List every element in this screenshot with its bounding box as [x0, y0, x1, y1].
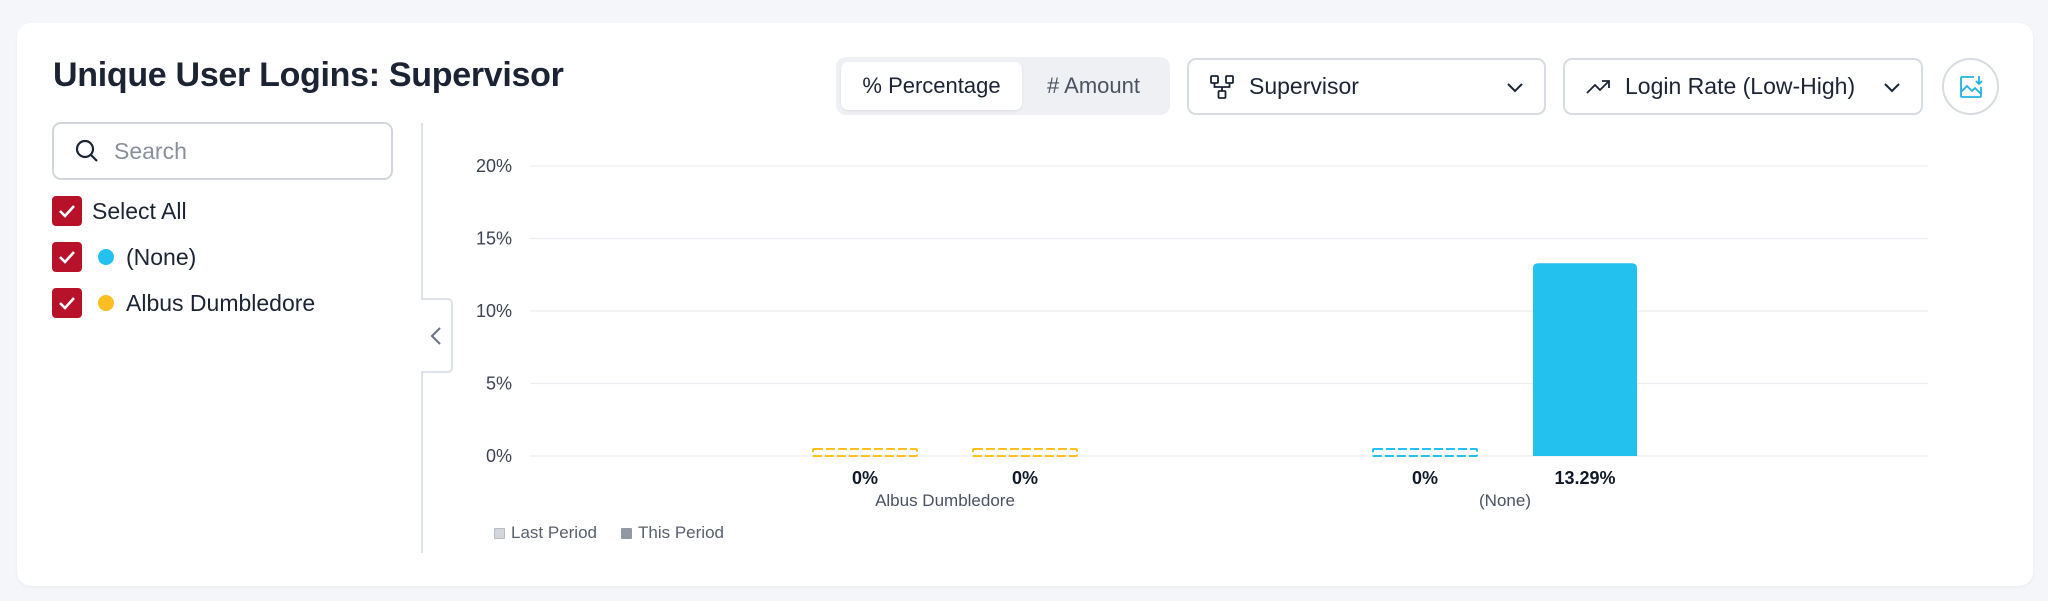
bar-last-period: [812, 448, 918, 457]
check-icon: [59, 205, 75, 218]
y-tick-label: 5%: [486, 374, 512, 394]
data-label: 0%: [1412, 468, 1438, 488]
filter-label: Albus Dumbledore: [126, 289, 316, 316]
x-category-label: (None): [1479, 491, 1531, 510]
sort-dropdown[interactable]: Login Rate (Low-High): [1563, 58, 1923, 115]
trend-up-icon: [1586, 79, 1610, 94]
data-label: 13.29%: [1554, 468, 1615, 488]
amount-toggle-button[interactable]: # Amount: [1047, 73, 1140, 98]
check-icon: [59, 297, 75, 310]
legend-this-period[interactable]: This Period: [621, 523, 724, 543]
group-by-value: Supervisor: [1249, 73, 1359, 99]
filter-label: (None): [126, 243, 197, 270]
page-title: Unique User Logins: Supervisor: [53, 56, 564, 94]
checkbox-albus-dumbledore[interactable]: [52, 288, 82, 318]
percentage-toggle-button[interactable]: % Percentage: [841, 62, 1022, 110]
bar-chart: 0% 5% 10% 15% 20% 0% 0% Albus Dumbledore 0% 13.29…: [476, 156, 1928, 510]
sort-value: Login Rate (Low-High): [1625, 73, 1856, 99]
series-color-dot: [98, 249, 114, 265]
x-category-label: Albus Dumbledore: [875, 491, 1015, 510]
bar-this-period: [972, 448, 1078, 457]
chart-card: [17, 23, 2033, 586]
export-image-button[interactable]: [1942, 58, 1999, 115]
bar-this-period: [1533, 263, 1637, 456]
chevron-down-icon: [1884, 82, 1900, 92]
display-mode-toggle: % Percentage # Amount: [836, 57, 1170, 115]
legend-last-period[interactable]: Last Period: [494, 523, 597, 543]
y-tick-label: 10%: [476, 301, 512, 321]
data-label: 0%: [852, 468, 878, 488]
chevron-down-icon: [1507, 82, 1523, 92]
check-icon: [59, 251, 75, 264]
checkbox-select-all[interactable]: [52, 196, 82, 226]
collapse-panel-button[interactable]: [421, 298, 453, 373]
chevron-left-icon: [430, 326, 441, 345]
legend-label: This Period: [638, 523, 724, 542]
search-input[interactable]: [114, 137, 364, 165]
filter-none[interactable]: (None): [52, 242, 196, 272]
bar-last-period: [1372, 448, 1478, 457]
search-field[interactable]: [52, 122, 393, 180]
hierarchy-icon: [1210, 74, 1234, 99]
filter-albus-dumbledore[interactable]: Albus Dumbledore: [52, 288, 315, 318]
legend-swatch-this-period: [621, 527, 632, 539]
y-tick-label: 20%: [476, 156, 512, 176]
image-download-icon: [1959, 75, 1983, 98]
filter-select-all[interactable]: Select All: [52, 196, 187, 226]
group-by-dropdown[interactable]: Supervisor: [1187, 58, 1546, 115]
y-tick-label: 15%: [476, 229, 512, 249]
series-color-dot: [98, 295, 114, 311]
y-tick-label: 0%: [486, 446, 512, 466]
data-label: 0%: [1012, 468, 1038, 488]
search-icon: [75, 139, 98, 162]
filter-label: Select All: [92, 197, 187, 224]
legend-swatch-last-period: [494, 527, 505, 539]
legend-label: Last Period: [511, 523, 597, 542]
checkbox-none[interactable]: [52, 242, 82, 272]
